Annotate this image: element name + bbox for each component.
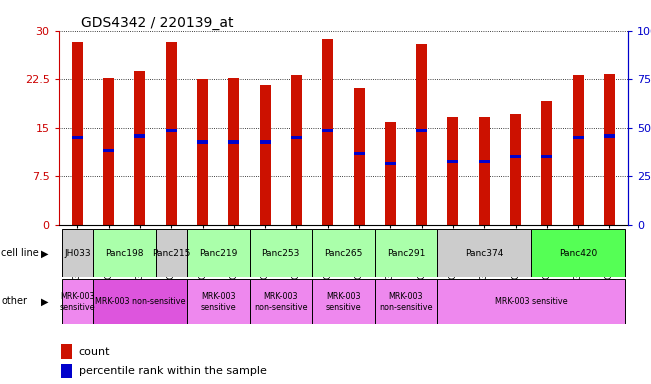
Bar	[573, 136, 583, 139]
Text: MRK-003
non-sensitive: MRK-003 non-sensitive	[254, 292, 307, 311]
FancyBboxPatch shape	[62, 229, 93, 277]
Bar	[542, 155, 552, 158]
Text: Panc253: Panc253	[262, 249, 300, 258]
Bar	[104, 149, 114, 152]
Text: percentile rank within the sample: percentile rank within the sample	[79, 366, 266, 376]
FancyBboxPatch shape	[312, 279, 375, 324]
Bar	[416, 129, 427, 132]
FancyBboxPatch shape	[249, 279, 312, 324]
Bar	[135, 71, 145, 225]
Bar	[510, 114, 521, 225]
Bar	[291, 136, 302, 139]
Text: cell line: cell line	[1, 248, 39, 258]
FancyBboxPatch shape	[375, 229, 437, 277]
Text: JH033: JH033	[64, 249, 90, 258]
Text: ▶: ▶	[40, 296, 48, 306]
Bar	[573, 74, 583, 225]
FancyBboxPatch shape	[187, 279, 249, 324]
FancyBboxPatch shape	[93, 279, 187, 324]
Text: MRK-003 non-sensitive: MRK-003 non-sensitive	[94, 297, 186, 306]
Text: count: count	[79, 347, 110, 357]
Bar	[166, 129, 176, 132]
Text: Panc265: Panc265	[324, 249, 363, 258]
FancyBboxPatch shape	[187, 229, 249, 277]
Text: MRK-003
sensitive: MRK-003 sensitive	[326, 292, 361, 311]
Bar	[478, 118, 490, 225]
Bar	[61, 364, 72, 378]
Bar	[260, 85, 271, 225]
Text: MRK-003 sensitive: MRK-003 sensitive	[495, 297, 568, 306]
FancyBboxPatch shape	[531, 229, 625, 277]
Bar	[385, 162, 396, 165]
Bar	[447, 118, 458, 225]
FancyBboxPatch shape	[93, 229, 156, 277]
Bar	[353, 152, 365, 155]
Text: Panc420: Panc420	[559, 249, 597, 258]
FancyBboxPatch shape	[437, 229, 531, 277]
Bar	[478, 160, 490, 163]
Bar	[166, 42, 176, 225]
Bar	[291, 74, 302, 225]
Bar	[542, 101, 552, 225]
FancyBboxPatch shape	[62, 279, 93, 324]
Bar	[322, 129, 333, 132]
FancyBboxPatch shape	[437, 279, 625, 324]
Bar	[416, 44, 427, 225]
Bar	[61, 344, 72, 359]
Text: MRK-003
sensitive: MRK-003 sensitive	[201, 292, 236, 311]
Bar	[72, 136, 83, 139]
Text: Panc215: Panc215	[152, 249, 191, 258]
Text: MRK-003
sensitive: MRK-003 sensitive	[59, 292, 95, 311]
Text: Panc198: Panc198	[105, 249, 144, 258]
FancyBboxPatch shape	[312, 229, 375, 277]
Text: Panc219: Panc219	[199, 249, 238, 258]
Bar	[604, 74, 615, 225]
Bar	[260, 140, 271, 144]
Bar	[322, 39, 333, 225]
Bar	[197, 79, 208, 225]
Bar	[197, 140, 208, 144]
FancyBboxPatch shape	[249, 229, 312, 277]
Bar	[229, 78, 240, 225]
Bar	[72, 42, 83, 225]
Bar	[104, 78, 114, 225]
Bar	[604, 134, 615, 138]
Bar	[353, 88, 365, 225]
Bar	[385, 122, 396, 225]
Bar	[135, 134, 145, 138]
Bar	[510, 155, 521, 158]
Text: Panc374: Panc374	[465, 249, 503, 258]
FancyBboxPatch shape	[375, 279, 437, 324]
FancyBboxPatch shape	[156, 229, 187, 277]
Text: ▶: ▶	[40, 248, 48, 258]
Text: MRK-003
non-sensitive: MRK-003 non-sensitive	[380, 292, 433, 311]
Text: GDS4342 / 220139_at: GDS4342 / 220139_at	[81, 16, 234, 30]
Bar	[229, 140, 240, 144]
Bar	[447, 160, 458, 163]
Text: Panc291: Panc291	[387, 249, 425, 258]
Text: other: other	[1, 296, 27, 306]
